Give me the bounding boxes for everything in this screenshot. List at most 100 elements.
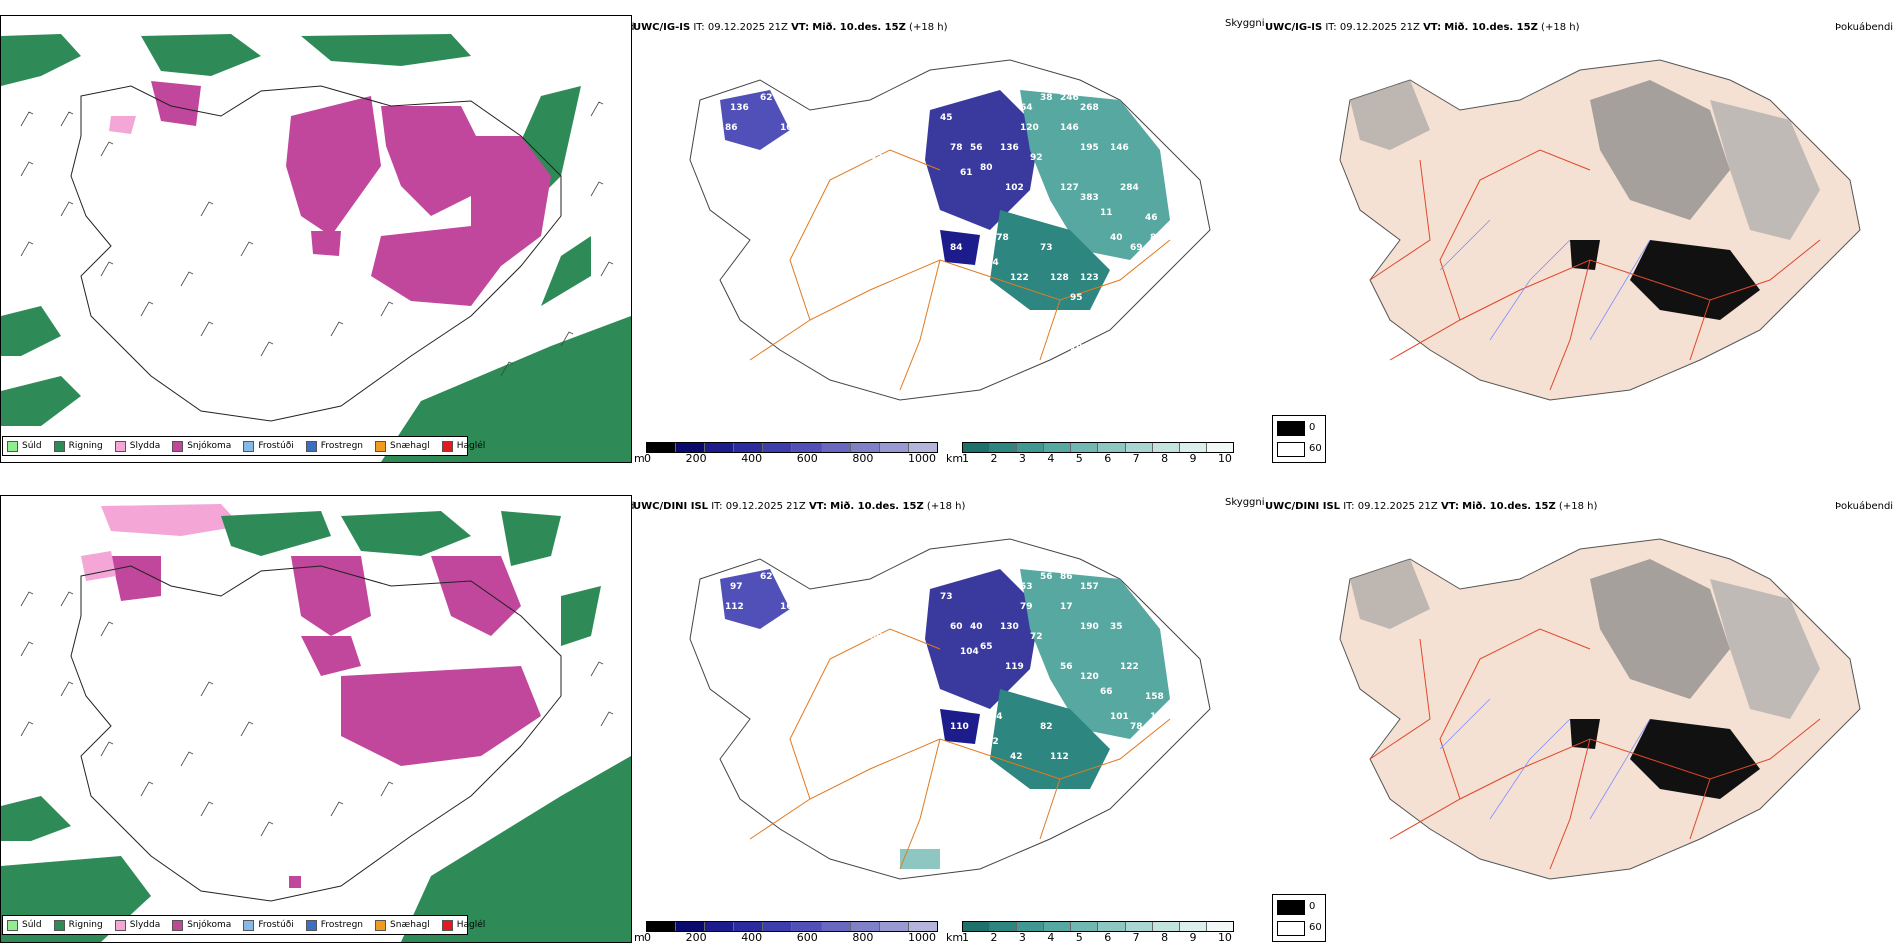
snow-area <box>151 81 201 126</box>
height-ticks-1: 0 200 400 600 800 1000 <box>644 452 936 465</box>
legend-item: Snæhagl <box>375 919 430 931</box>
colorbar-segment <box>1206 443 1233 452</box>
colorbar-segment <box>792 922 822 931</box>
roads <box>1369 149 1821 391</box>
low-vis-area <box>925 569 1040 709</box>
vis-ticks-2: 1 2 3 4 5 6 7 8 9 10 <box>962 931 1232 944</box>
fog-map-1 <box>1339 59 1861 401</box>
rain-area <box>561 586 601 646</box>
vis-value-label: 108 <box>780 123 799 133</box>
colorbar-segment <box>792 443 822 452</box>
vis-header-1: UWC/IG-IS IT: 09.12.2025 21Z VT: Mið. 10… <box>633 22 948 33</box>
vis-value-label: 190 <box>1080 622 1099 632</box>
vis-value-label: 127 <box>1150 712 1169 722</box>
roads <box>1369 628 1821 870</box>
legend-item: Slydda <box>114 440 160 452</box>
colorbar-tick: 10 <box>1217 931 1232 944</box>
colorbar-tick: 6 <box>1104 452 1112 465</box>
vis-value-label: 127 <box>1060 183 1079 193</box>
colorbar-segment <box>879 922 909 931</box>
fog-legend-2: 0 60 <box>1272 894 1326 942</box>
vis-value-label: 123 <box>1080 273 1099 283</box>
vis-title-1: Skyggni <box>1225 18 1265 29</box>
sleet-area <box>81 551 116 581</box>
vis-value-label: 84 <box>950 243 963 253</box>
vis-value-label: 62 <box>760 93 773 103</box>
legend-swatch <box>305 919 317 931</box>
legend-swatch <box>53 919 65 931</box>
legend-item: Slydda <box>114 919 160 931</box>
colorbar-tick: 2 <box>990 931 998 944</box>
snow-area <box>471 136 551 266</box>
vis-value-label: 112 <box>1050 752 1069 762</box>
vis-value-label: 120 <box>1080 672 1099 682</box>
fog-swatch <box>1277 421 1305 436</box>
legend-item: Snjókoma <box>172 440 231 452</box>
fog-legend-1: 0 60 <box>1272 415 1326 463</box>
legend-swatch <box>114 919 126 931</box>
colorbar-segment <box>821 922 851 931</box>
legend-swatch <box>172 919 184 931</box>
vis-value-label: 45 <box>940 113 953 123</box>
vis-value-label: 78 <box>950 143 963 153</box>
colorbar-tick: 0 <box>644 931 651 944</box>
colorbar-segment <box>1071 443 1099 452</box>
low-vis-area <box>925 90 1040 230</box>
vis-value-label: 95 <box>1070 293 1083 303</box>
colorbar-segment <box>1125 443 1153 452</box>
rain-area <box>1 34 81 86</box>
wind-barbs <box>20 101 614 377</box>
vis-value-label: 43 <box>870 153 883 163</box>
vis-unit-2: km <box>946 931 964 944</box>
precip-legend-2: Súld Rigning Slydda Snjókoma Frostúði Fr… <box>2 915 485 935</box>
height-colorbar-2 <box>646 921 938 932</box>
legend-swatch <box>7 440 18 452</box>
vis-value-label: 86 <box>1060 572 1073 582</box>
vis-value-label: 130 <box>1000 622 1019 632</box>
fog-swatch <box>1277 442 1305 457</box>
vis-value-label: 120 <box>1020 123 1039 133</box>
height-unit-1: m <box>634 452 645 465</box>
vis-ticks-1: 1 2 3 4 5 6 7 8 9 10 <box>962 452 1232 465</box>
colorbar-segment <box>990 443 1018 452</box>
vis-value-label: 11 <box>1100 208 1113 218</box>
vis-value-label: 157 <box>1080 582 1099 592</box>
legend-item: Frostregn <box>305 440 363 452</box>
vis-value-label: 268 <box>1080 103 1099 113</box>
fog-header-1: UWC/IG-IS IT: 09.12.2025 21Z VT: Mið. 10… <box>1265 22 1580 33</box>
colorbar-tick: 600 <box>796 452 818 465</box>
vis-value-label: 175 <box>1060 323 1079 333</box>
colorbar-segment <box>1179 922 1207 931</box>
legend-item: Frostregn <box>305 919 363 931</box>
vis-value-label: 73 <box>1040 243 1053 253</box>
low-vis-area <box>1020 90 1170 260</box>
vis-value-label: 101 <box>1110 712 1129 722</box>
colorbar-segment <box>1152 443 1180 452</box>
colorbar-tick: 2 <box>990 452 998 465</box>
snow-area <box>289 876 301 888</box>
vis-value-label: 40 <box>970 622 983 632</box>
vis-value-label: 112 <box>1110 263 1129 273</box>
colorbar-segment <box>1044 443 1072 452</box>
colorbar-tick: 800 <box>852 931 874 944</box>
low-vis-area <box>990 689 1110 789</box>
rivers <box>1439 219 1651 341</box>
colorbar-segment <box>1017 443 1045 452</box>
vis-value-label: 64 <box>1020 103 1033 113</box>
vis-value-label: 86 <box>725 123 738 133</box>
vis-value-label: 62 <box>760 572 773 582</box>
row-1: UWC/IG-IS IT: 09.12.2025 21Z VT: Mið. 10… <box>0 15 1893 465</box>
vis-value-label: 17 <box>1060 602 1073 612</box>
snow-area <box>291 556 371 636</box>
precip-map-1 <box>0 15 632 463</box>
colorbar-segment <box>676 443 706 452</box>
colorbar-tick: 1 <box>962 452 969 465</box>
vis-value-label: 146 <box>1110 143 1129 153</box>
rain-area <box>1 376 81 426</box>
colorbar-tick: 400 <box>741 931 763 944</box>
colorbar-tick: 8 <box>1161 452 1169 465</box>
fog-header-2: UWC/DINI ISL IT: 09.12.2025 21Z VT: Mið.… <box>1265 501 1598 512</box>
vis-value-label: 68 <box>1040 213 1053 223</box>
low-vis-area <box>1020 569 1170 739</box>
legend-swatch <box>7 919 18 931</box>
